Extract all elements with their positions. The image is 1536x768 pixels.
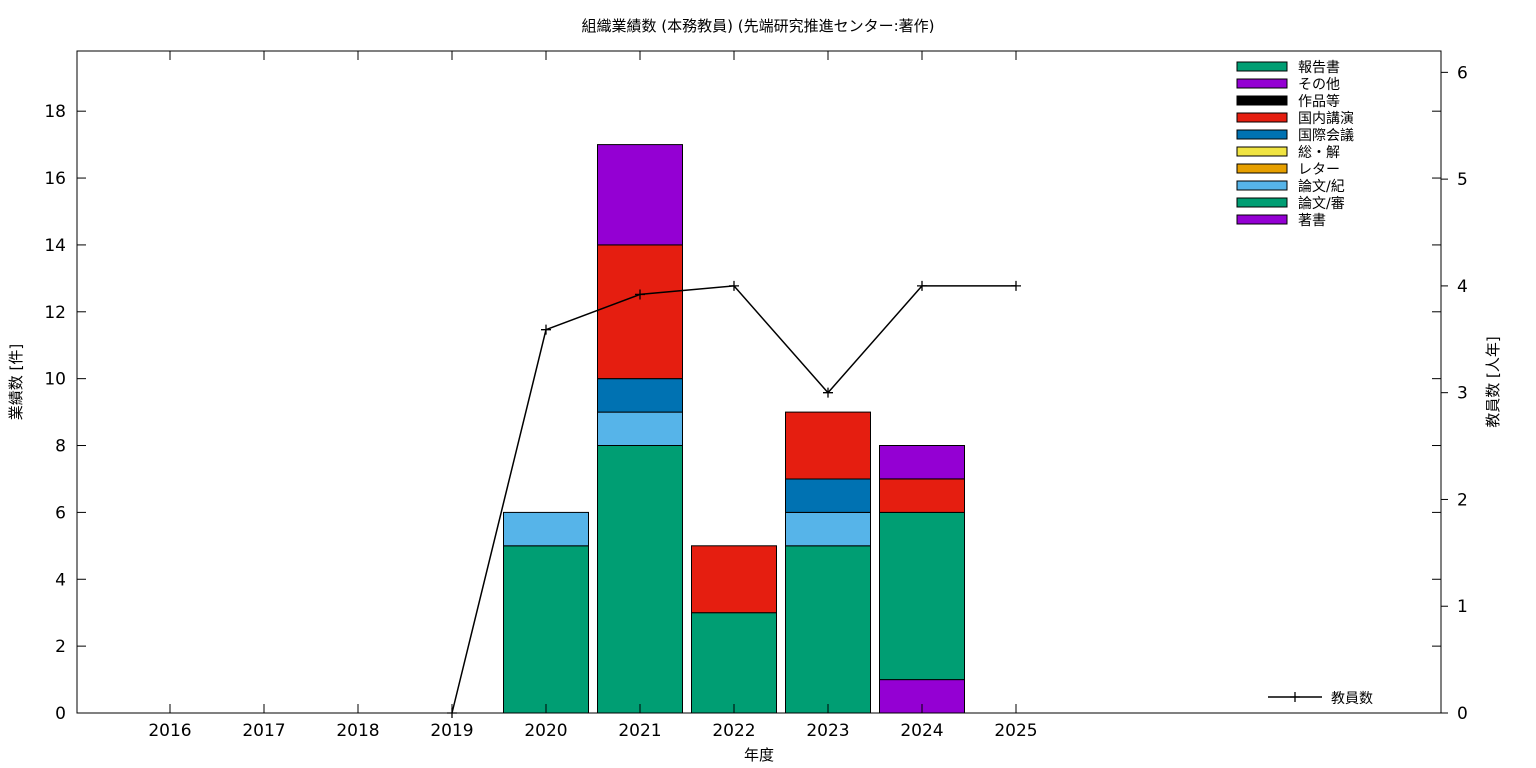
chart-title: 組織業績数 (本務教員) (先端研究推進センター:著作) xyxy=(581,17,934,35)
bar-2021-s5 xyxy=(597,378,683,413)
y-axis-label: 業績数 [件] xyxy=(7,344,25,420)
x-tick-label-2025: 2025 xyxy=(994,721,1037,741)
line-point-2024 xyxy=(917,280,927,291)
y-tick-label-18: 18 xyxy=(44,102,66,122)
bar-2020-s2 xyxy=(503,511,589,547)
y-tick-label-2: 2 xyxy=(55,637,66,657)
bar-2024-s6 xyxy=(879,478,965,513)
bar-2022-s1 xyxy=(691,612,777,714)
y2-tick-label-1: 1 xyxy=(1457,597,1468,617)
bar-2023-s2 xyxy=(785,511,871,547)
legend-swatch-2 xyxy=(1236,95,1288,106)
y-tick-label-0: 0 xyxy=(55,704,66,724)
bar-2022-s6 xyxy=(691,545,777,614)
y-tick-label-8: 8 xyxy=(55,437,66,457)
plot-frame xyxy=(76,50,1442,714)
bar-2021-s8 xyxy=(597,144,683,246)
bar-2023-s1 xyxy=(785,545,871,714)
legend-label-5: 総・解 xyxy=(1298,145,1340,161)
legend-label-7: 論文/紀 xyxy=(1298,179,1345,195)
bar-2021-s6 xyxy=(597,244,683,380)
bar-2024-s8 xyxy=(879,445,965,480)
bar-2023-s6 xyxy=(785,411,871,480)
y2-tick-label-4: 4 xyxy=(1457,277,1468,297)
bar-2020-s1 xyxy=(503,545,589,714)
y-tick-label-16: 16 xyxy=(44,169,66,189)
y2-tick-label-3: 3 xyxy=(1457,384,1468,404)
legend-swatch-5 xyxy=(1236,146,1288,157)
legend-label-4: 国際会議 xyxy=(1298,127,1354,144)
line-point-2023 xyxy=(823,387,833,398)
legend-line-label: 教員数 xyxy=(1331,691,1373,707)
legend-label-2: 作品等 xyxy=(1298,93,1340,110)
legend-swatch-9 xyxy=(1236,214,1288,225)
line-point-2020 xyxy=(541,324,551,335)
legend-swatch-0 xyxy=(1236,61,1288,72)
y-tick-label-14: 14 xyxy=(44,236,66,256)
x-tick-label-2021: 2021 xyxy=(618,721,661,741)
x-tick-label-2018: 2018 xyxy=(336,721,379,741)
x-tick-label-2020: 2020 xyxy=(524,721,567,741)
x-axis-label: 年度 xyxy=(744,746,774,764)
x-tick-label-2022: 2022 xyxy=(712,721,755,741)
legend-swatch-7 xyxy=(1236,180,1288,191)
bar-2021-s1 xyxy=(597,445,683,714)
legend-swatch-1 xyxy=(1236,78,1288,89)
y-tick-label-6: 6 xyxy=(55,503,66,523)
line-point-2021 xyxy=(635,289,645,300)
x-tick-label-2017: 2017 xyxy=(242,721,285,741)
legend-label-0: 報告書 xyxy=(1298,60,1340,76)
bar-2021-s2 xyxy=(597,411,683,447)
bar-2024-s1 xyxy=(879,511,965,681)
y2-axis-label: 教員数 [人年] xyxy=(1484,336,1502,427)
x-tick-label-2023: 2023 xyxy=(806,721,849,741)
legend-label-1: その他 xyxy=(1298,77,1340,93)
legend-label-6: レター xyxy=(1298,162,1340,178)
legend-swatch-4 xyxy=(1236,129,1288,140)
legend-label-9: 著書 xyxy=(1298,213,1326,229)
legend-label-3: 国内講演 xyxy=(1298,111,1354,127)
y2-tick-label-0: 0 xyxy=(1457,704,1468,724)
y2-tick-label-6: 6 xyxy=(1457,63,1468,83)
y-tick-label-4: 4 xyxy=(55,570,66,590)
legend-line-marker xyxy=(1290,692,1300,702)
x-tick-label-2016: 2016 xyxy=(148,721,191,741)
y-tick-label-10: 10 xyxy=(44,370,66,390)
line-point-2022 xyxy=(729,280,739,291)
line-point-2025 xyxy=(1011,280,1021,291)
legend-label-8: 論文/審 xyxy=(1298,196,1345,212)
x-tick-label-2024: 2024 xyxy=(900,721,943,741)
legend-swatch-6 xyxy=(1236,163,1288,174)
bar-2023-s5 xyxy=(785,478,871,513)
y2-tick-label-5: 5 xyxy=(1457,170,1468,190)
legend-swatch-8 xyxy=(1236,197,1288,208)
legend-swatch-3 xyxy=(1236,112,1288,123)
y-tick-label-12: 12 xyxy=(44,303,66,323)
x-tick-label-2019: 2019 xyxy=(430,721,473,741)
y2-tick-label-2: 2 xyxy=(1457,490,1468,510)
